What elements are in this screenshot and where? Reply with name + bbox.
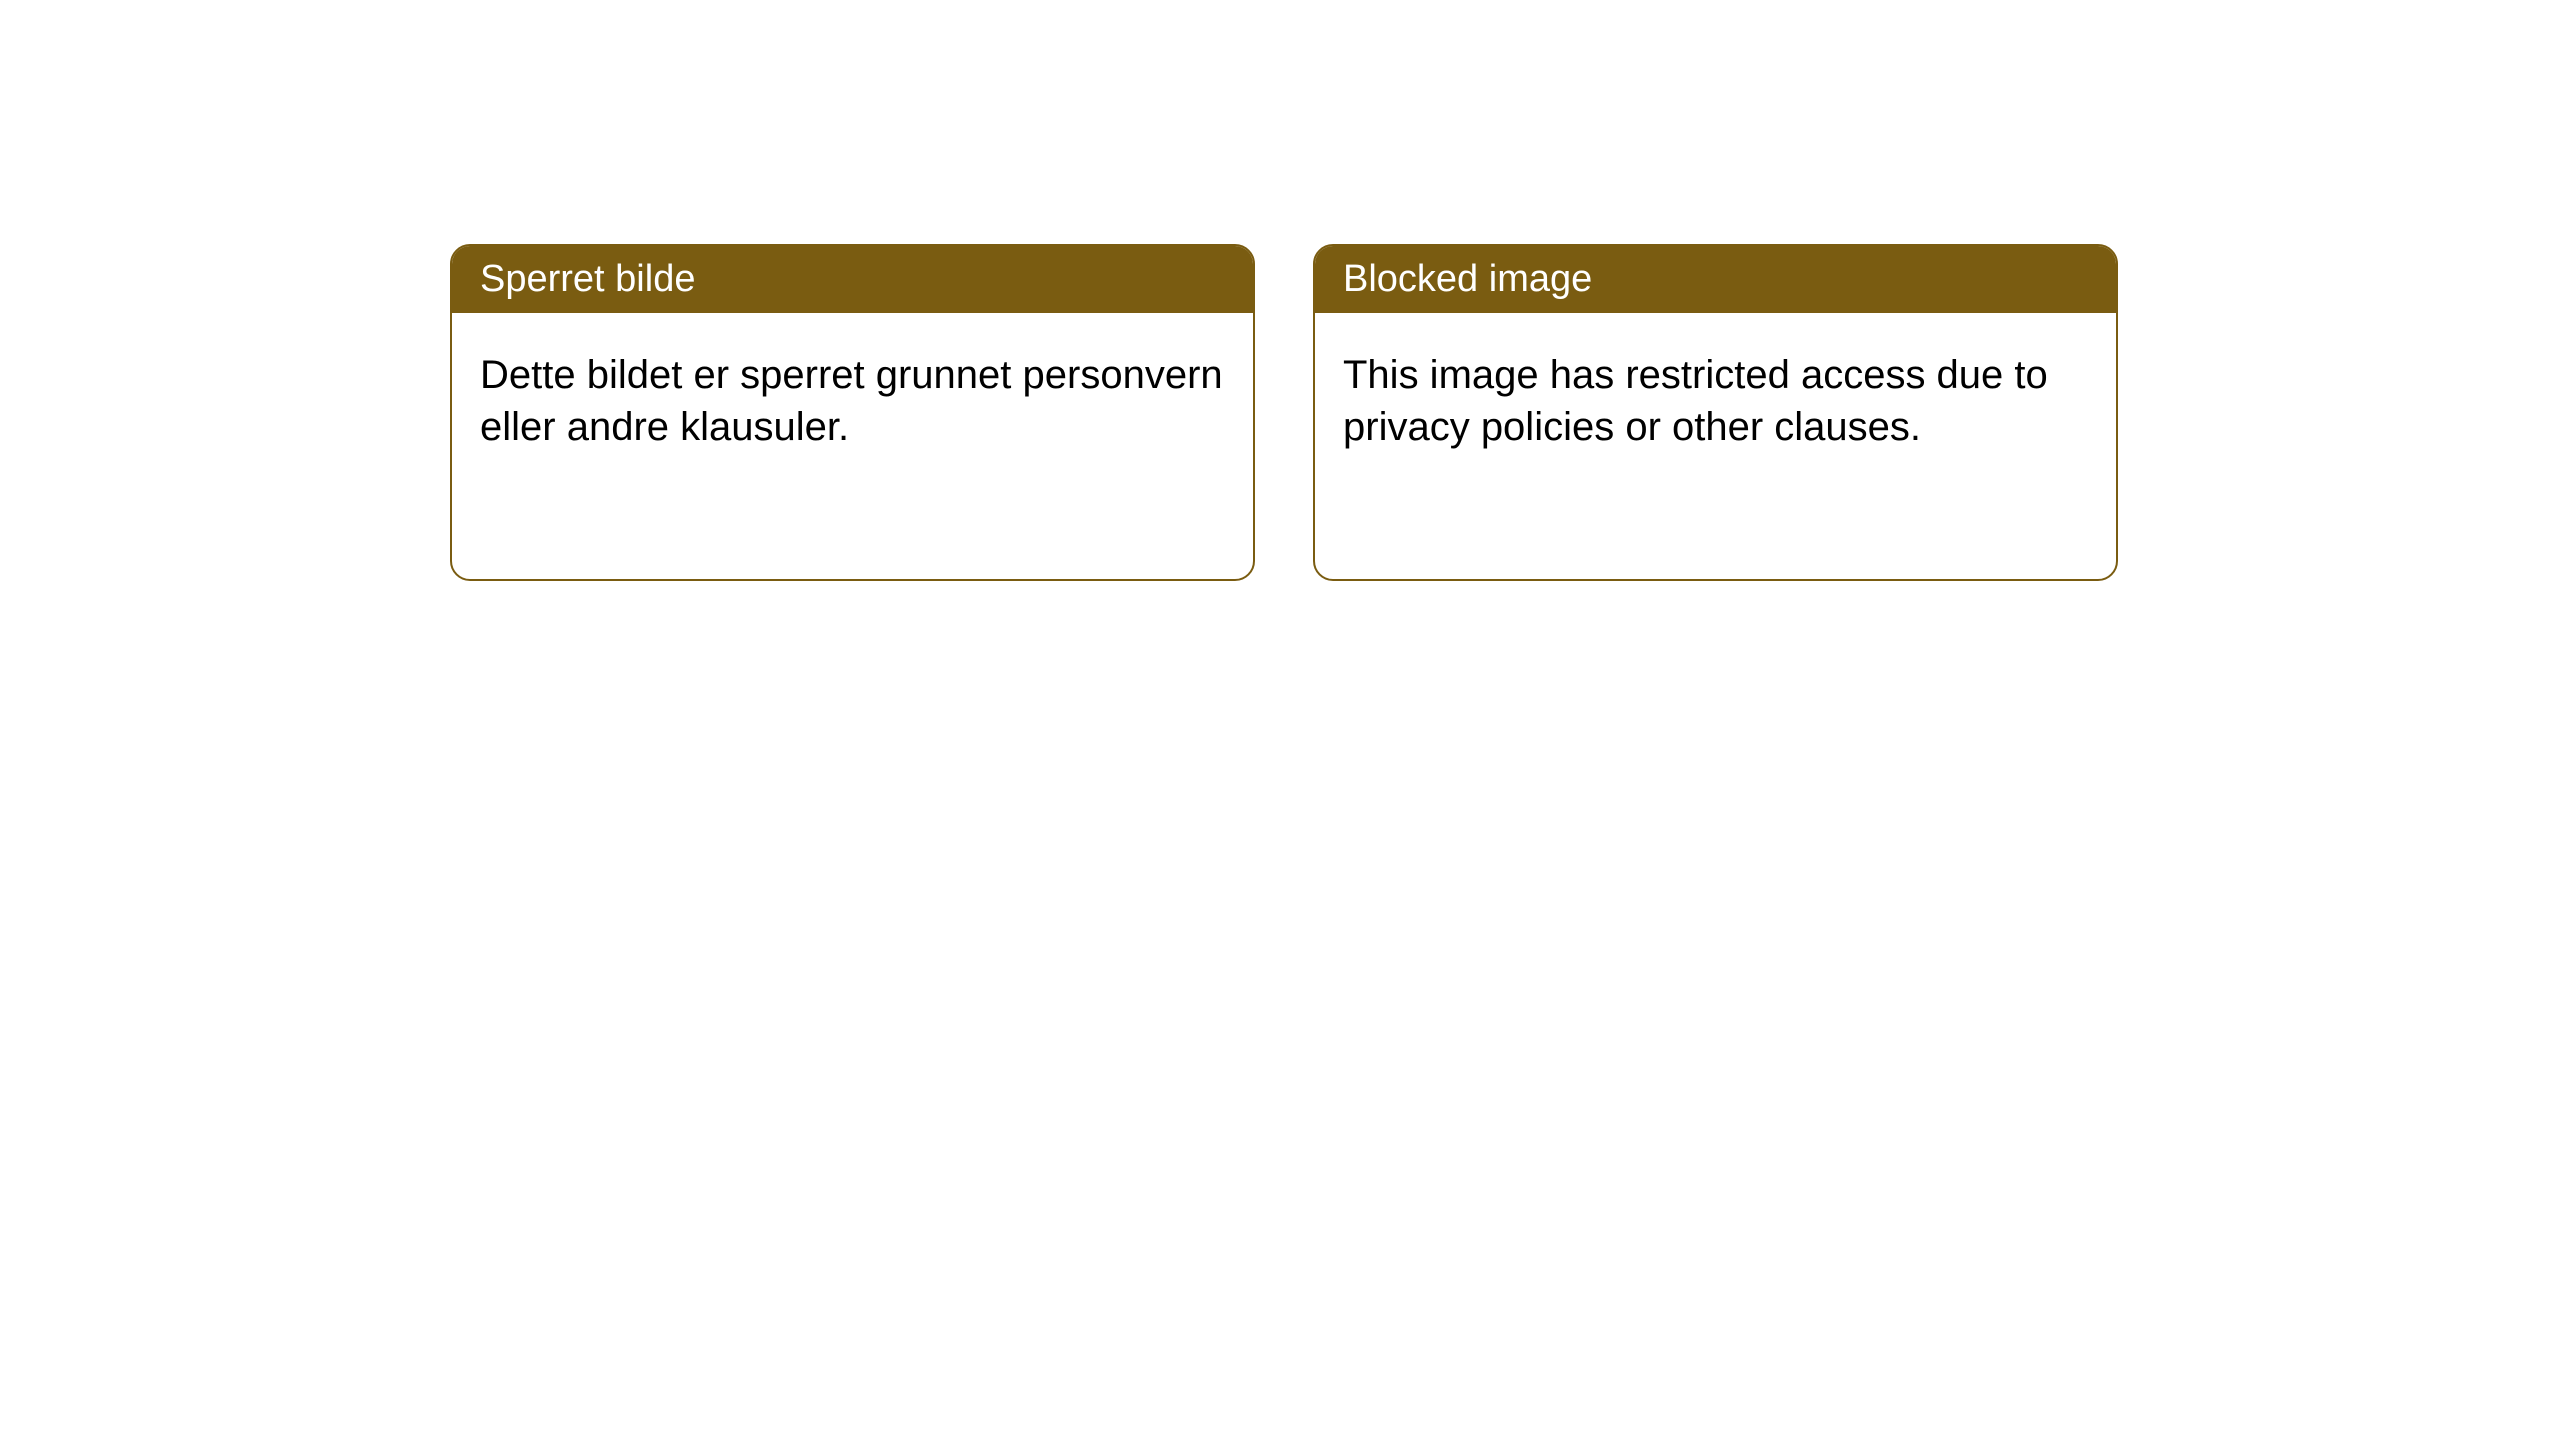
blocked-image-card-english: Blocked image This image has restricted … <box>1313 244 2118 581</box>
blocked-image-card-norwegian: Sperret bilde Dette bildet er sperret gr… <box>450 244 1255 581</box>
card-message: This image has restricted access due to … <box>1343 353 2048 449</box>
card-title: Blocked image <box>1343 258 1592 300</box>
cards-container: Sperret bilde Dette bildet er sperret gr… <box>0 0 2560 581</box>
card-title: Sperret bilde <box>480 258 695 300</box>
card-header: Sperret bilde <box>452 246 1253 313</box>
card-body: This image has restricted access due to … <box>1315 313 2116 489</box>
card-message: Dette bildet er sperret grunnet personve… <box>480 353 1223 449</box>
card-body: Dette bildet er sperret grunnet personve… <box>452 313 1253 489</box>
card-header: Blocked image <box>1315 246 2116 313</box>
